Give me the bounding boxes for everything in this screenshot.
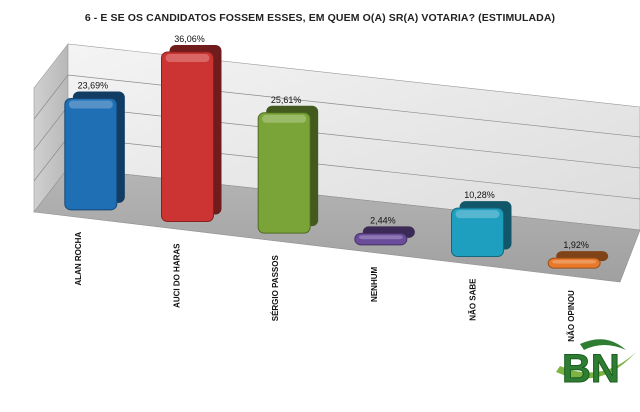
- bar-highlight: [455, 210, 500, 219]
- category-label: NÃO SABE: [469, 278, 478, 321]
- category-label: AUCI DO HARAS: [173, 243, 182, 308]
- logo-text: BN: [562, 347, 620, 391]
- category-label: ALAN ROCHA: [74, 232, 83, 286]
- bar-front: [257, 112, 311, 234]
- category-labels: ALAN ROCHA AUCI DO HARAS SÉRGIO PASSOS NENH…: [74, 232, 576, 342]
- value-labels: 23,69% 36,06% 25,61% 2,44% 10,28% 1,92%: [78, 34, 589, 250]
- bars: [64, 45, 609, 269]
- value-label: 36,06%: [174, 34, 205, 44]
- chart-title: 6 - E SE OS CANDIDATOS FOSSEM ESSES, EM …: [84, 12, 556, 24]
- value-label: 23,69%: [78, 80, 109, 90]
- bar-front: [161, 51, 214, 222]
- logo-swoosh: [556, 352, 636, 379]
- bar-6: [547, 251, 609, 269]
- chart-walls: [33, 43, 640, 283]
- bar-3: [257, 105, 319, 234]
- bar-highlight: [68, 100, 113, 109]
- bar-front: [64, 97, 118, 211]
- category-label: NENHUM: [370, 266, 379, 301]
- bar-front: [451, 207, 504, 258]
- bar-1: [64, 91, 125, 211]
- value-label: 1,92%: [563, 240, 589, 250]
- value-label: 10,28%: [464, 190, 495, 200]
- logo-swoosh-top: [580, 339, 626, 350]
- value-label: 2,44%: [370, 215, 396, 225]
- category-label: SÉRGIO PASSOS: [271, 255, 280, 322]
- bar-highlight: [552, 260, 597, 264]
- gridline: [33, 74, 640, 138]
- bar-highlight: [165, 54, 210, 63]
- bar-4: [354, 226, 415, 246]
- bar-2: [161, 45, 222, 222]
- bn-logo: BN: [556, 339, 636, 392]
- value-label: 25,61%: [271, 95, 302, 105]
- bar-highlight: [262, 114, 307, 123]
- category-label: NÃO OPINOU: [567, 290, 576, 342]
- bar-highlight: [358, 235, 403, 240]
- bar-5: [451, 201, 512, 258]
